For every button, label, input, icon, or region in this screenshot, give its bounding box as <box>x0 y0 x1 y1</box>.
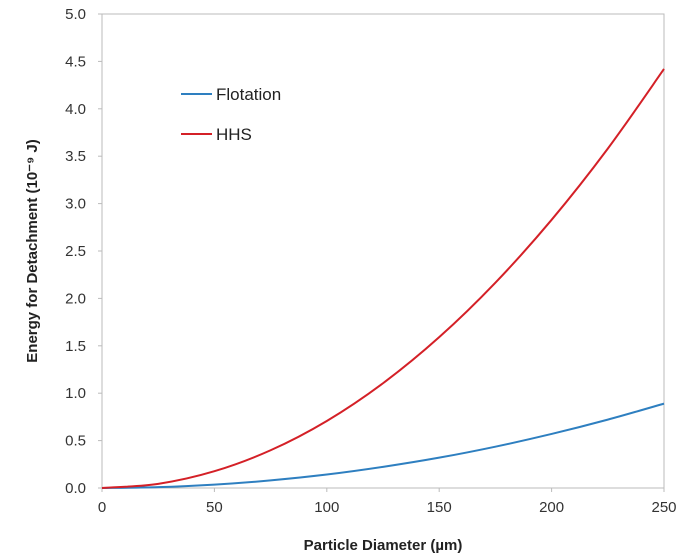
y-tick-label: 0.5 <box>65 433 86 450</box>
series-line-flotation <box>101 402 665 489</box>
y-tick-label: 3.5 <box>65 148 86 165</box>
x-axis-label: Particle Diameter (µm) <box>304 537 463 554</box>
legend-label-hhs: HHS <box>216 125 252 144</box>
plot-area <box>101 13 665 489</box>
x-tick-label: 200 <box>539 499 564 516</box>
y-tick-label: 3.0 <box>65 196 86 213</box>
x-tick-label: 0 <box>98 499 106 516</box>
y-tick-label: 5.0 <box>65 6 86 23</box>
y-axis-label: Energy for Detachment (10⁻⁹ J) <box>24 139 41 362</box>
y-tick-label: 2.0 <box>65 290 86 307</box>
y-tick-label: 1.0 <box>65 385 86 402</box>
x-tick-label: 50 <box>206 499 223 516</box>
y-tick-label: 2.5 <box>65 243 86 260</box>
legend: Flotation HHS <box>181 85 281 144</box>
x-tick-label: 100 <box>314 499 339 516</box>
x-tick-label: 250 <box>651 499 676 516</box>
y-tick-label: 4.0 <box>65 101 86 118</box>
legend-label-flotation: Flotation <box>216 85 281 104</box>
x-tick-label: 150 <box>427 499 452 516</box>
y-tick-label: 1.5 <box>65 338 86 355</box>
y-tick-label: 0.0 <box>65 480 86 497</box>
series-line-hhs <box>101 68 665 489</box>
y-tick-label: 4.5 <box>65 53 86 70</box>
